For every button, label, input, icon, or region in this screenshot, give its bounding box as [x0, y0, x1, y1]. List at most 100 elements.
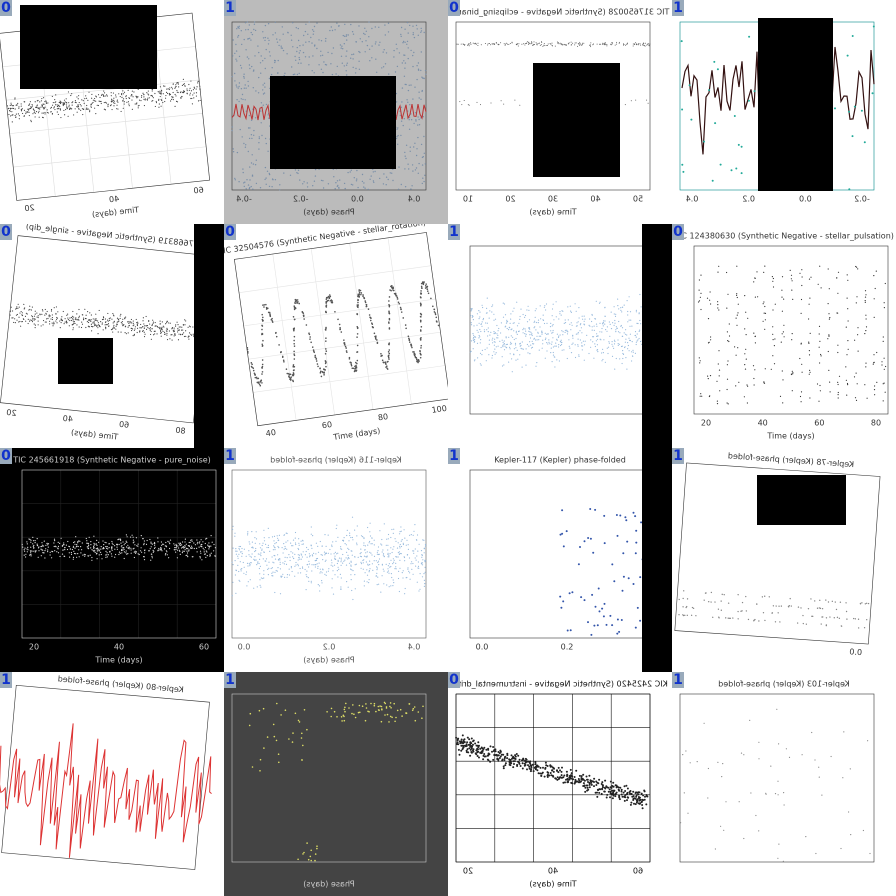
- point: [297, 169, 300, 171]
- point: [60, 537, 62, 539]
- point: [264, 178, 266, 181]
- point: [324, 63, 327, 66]
- point: [316, 22, 318, 24]
- point: [325, 552, 327, 554]
- point: [210, 552, 212, 554]
- point: [281, 356, 284, 359]
- point: [470, 42, 472, 44]
- point: [745, 311, 747, 313]
- point: [87, 555, 89, 557]
- point: [255, 559, 257, 561]
- point: [746, 402, 748, 404]
- point: [247, 534, 249, 536]
- point: [872, 25, 875, 28]
- point: [87, 547, 89, 549]
- x-tick-label: 20: [6, 408, 17, 418]
- point: [332, 565, 334, 567]
- point: [630, 319, 632, 321]
- point: [613, 306, 615, 308]
- point: [393, 56, 395, 58]
- point: [68, 546, 71, 548]
- point: [351, 31, 354, 33]
- point: [173, 335, 175, 337]
- point: [620, 309, 622, 311]
- point: [424, 287, 427, 289]
- point: [635, 99, 637, 101]
- point: [302, 44, 304, 46]
- point: [23, 303, 25, 306]
- point: [158, 98, 160, 100]
- point: [94, 543, 96, 545]
- point: [504, 44, 506, 46]
- point: [75, 317, 77, 319]
- point: [260, 102, 263, 104]
- point: [337, 560, 339, 562]
- point: [365, 305, 368, 308]
- point: [398, 590, 400, 593]
- point: [93, 97, 96, 100]
- point: [422, 539, 424, 541]
- point: [397, 542, 399, 544]
- point: [321, 54, 324, 56]
- point: [634, 331, 637, 333]
- point: [618, 320, 620, 323]
- point: [105, 546, 107, 548]
- point: [808, 373, 810, 375]
- point: [522, 313, 524, 316]
- point: [592, 336, 595, 338]
- point: [147, 97, 149, 99]
- point: [266, 546, 268, 549]
- point: [268, 561, 270, 563]
- occlusion-box: [533, 63, 620, 177]
- point: [619, 358, 621, 360]
- point: [294, 542, 297, 544]
- point: [610, 311, 612, 313]
- point: [250, 31, 252, 34]
- point: [28, 309, 30, 311]
- point: [284, 560, 286, 562]
- point: [602, 322, 604, 324]
- point: [255, 550, 257, 552]
- point: [235, 58, 237, 60]
- point: [143, 336, 146, 338]
- point: [12, 317, 14, 319]
- point: [490, 102, 492, 104]
- point: [175, 324, 177, 326]
- point: [312, 185, 314, 187]
- point: [76, 111, 78, 113]
- point: [316, 47, 318, 50]
- point: [717, 304, 719, 306]
- point: [330, 564, 332, 566]
- point: [847, 384, 849, 386]
- point: [364, 187, 366, 189]
- point: [116, 104, 118, 106]
- point: [882, 336, 884, 338]
- point: [262, 558, 264, 560]
- point: [137, 322, 139, 324]
- label-badge: 0: [0, 448, 12, 464]
- x-tick-label: 0.4: [408, 195, 421, 204]
- point: [60, 322, 62, 324]
- point: [23, 549, 25, 551]
- point: [329, 295, 332, 298]
- point: [346, 74, 348, 76]
- point: [405, 157, 407, 160]
- point: [112, 331, 114, 333]
- point: [332, 593, 335, 595]
- point: [412, 550, 414, 552]
- point: [503, 340, 505, 342]
- point: [408, 570, 410, 572]
- point: [243, 75, 245, 78]
- point: [382, 361, 385, 364]
- point: [14, 108, 16, 110]
- point: [110, 98, 113, 100]
- point: [293, 318, 296, 321]
- point: [245, 573, 247, 576]
- point: [346, 39, 348, 41]
- point: [292, 73, 295, 76]
- point: [410, 49, 412, 52]
- point: [343, 537, 345, 539]
- point: [177, 545, 179, 547]
- point: [744, 368, 747, 370]
- point: [125, 534, 127, 536]
